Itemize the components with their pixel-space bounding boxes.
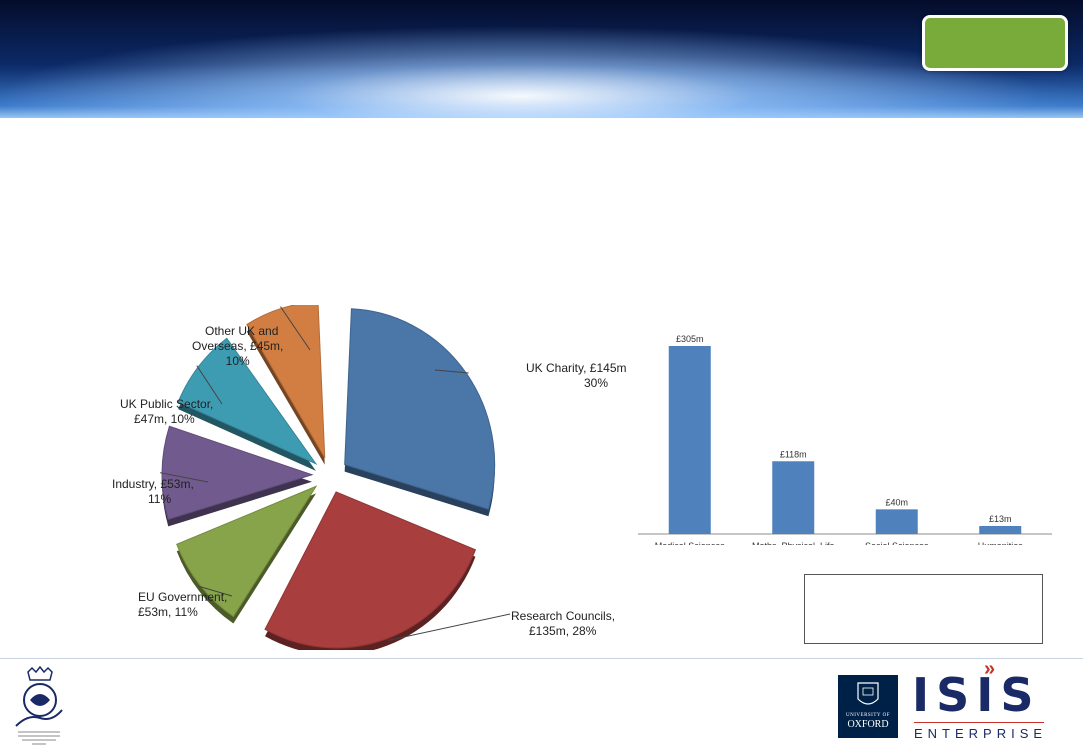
footer-divider [0,658,1083,659]
pie-label-research-councils: Research Councils, £135m, 28% [511,609,616,638]
header-banner [0,0,1083,118]
pie-slice-0 [344,308,496,517]
bar-data-label-0: £305m [676,334,704,344]
queens-award-logo [15,666,63,745]
oxford-crest-icon [857,682,879,705]
isis-arrows-icon: » [984,658,996,680]
oxford-logo [838,675,898,738]
bar-data-label-2: £40m [885,497,908,507]
bar-2 [875,509,918,534]
pie-label-other-uk-overseas: Other UK and Overseas, £45m, 10% [192,324,284,368]
bar-category-label-1: Maths, Physical, Life [752,541,835,545]
pie-leader-line-5 [280,306,311,351]
bar-category-label-0: Medical Sciences [655,541,726,545]
pie-label-uk-charity: UK Charity, £145m 30% [526,361,627,390]
pie-chart [159,305,511,650]
oxford-small-text: UNIVERSITY OF [846,713,890,718]
green-button-box[interactable] [922,15,1068,71]
pie-leader-line-2 [198,585,233,597]
bar-chart: £305m Medical Sciences £118m Maths, Physica… [638,334,1052,545]
pie-slice-2 [176,485,318,624]
pie-leader-line-4 [196,365,223,405]
bar-category-label-3: Humanities [978,541,1024,545]
pie-leader-line-1 [387,613,511,641]
isis-logo-subtitle: ENTERPRISE [914,726,1048,741]
pie-slice-4 [177,337,318,471]
note-box [804,574,1043,644]
pie-label-uk-public-sector: UK Public Sector, £47m, 10% [120,397,214,426]
oxford-wordmark: UNIVERSITY OF OXFORD [840,713,896,730]
bar-category-label-2: Social Sciences [865,541,929,545]
bar-3 [979,525,1022,534]
pie-leader-line-3 [159,472,209,483]
pie-label-industry: Industry, £53m, 11% [112,477,194,506]
pie-label-eu-government: EU Government, £53m, 11% [138,590,228,619]
bar-data-label-3: £13m [989,514,1012,524]
isis-logo-word: ISIS [912,668,1041,722]
bar-0 [668,346,711,534]
pie-slice-1 [264,491,477,650]
pie-leader-line-0 [434,369,469,374]
oxford-big-text: OXFORD [847,719,889,730]
isis-logo-rule [914,722,1044,723]
bar-1 [772,461,815,534]
bar-data-label-1: £118m [780,449,807,459]
